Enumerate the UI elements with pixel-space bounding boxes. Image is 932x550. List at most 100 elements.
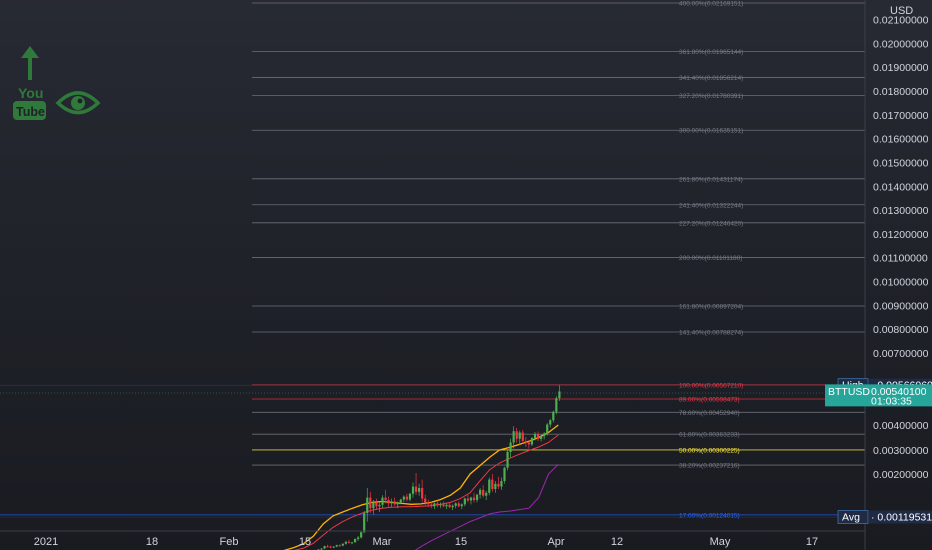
fib-level-label: 261.80%(0.01431174): [679, 176, 743, 183]
candle: [494, 481, 497, 493]
arrow-up-icon: [21, 46, 39, 80]
candle: [439, 502, 442, 509]
candle: [396, 501, 399, 509]
candle: [433, 502, 436, 510]
candle: [424, 494, 427, 506]
candle-body: [405, 496, 408, 500]
price-tag-countdown: 01:03:35: [871, 395, 912, 407]
candle-body: [472, 497, 476, 501]
price-tag-value: · 0.00119531: [871, 512, 932, 524]
candle-body: [494, 483, 497, 489]
candle-body: [381, 497, 384, 505]
price-tags: High· 0.00566060BTTUSD0.0054010001:03:35…: [0, 378, 932, 524]
candle: [363, 511, 366, 534]
candle-body: [460, 504, 463, 507]
candle: [366, 488, 369, 522]
candle: [418, 483, 421, 496]
candle: [375, 498, 378, 510]
candle: [543, 432, 546, 440]
candlesticks[interactable]: [0, 385, 561, 550]
candle-body: [497, 483, 500, 487]
candle: [405, 493, 408, 502]
y-tick-label: 0.00300000: [873, 445, 929, 457]
candle: [506, 450, 509, 471]
candle-body: [433, 503, 436, 507]
y-tick-label: 0.01300000: [873, 205, 929, 217]
candle: [341, 543, 344, 547]
candle-body: [344, 541, 347, 544]
candle: [414, 473, 418, 495]
fib-level-label: 341.40%(0.01856214): [679, 75, 743, 82]
candle: [360, 531, 363, 539]
candle-body: [442, 504, 445, 507]
candle-body: [369, 497, 372, 509]
x-tick-label: 2021: [34, 536, 58, 548]
candle-body: [396, 502, 399, 505]
candle: [323, 545, 326, 550]
candle: [442, 501, 445, 508]
candle: [530, 437, 534, 446]
candle: [457, 501, 460, 508]
candle: [378, 502, 381, 513]
price-tag-label: BTTUSD: [828, 386, 870, 398]
fib-level-label: 361.80%(0.01965144): [679, 49, 743, 56]
candle: [521, 430, 524, 444]
ma-slow-line: [293, 434, 559, 550]
candle-body: [372, 502, 375, 509]
fib-level-label: 327.20%(0.01780391): [679, 93, 743, 100]
price-tag-value-box: [869, 510, 932, 524]
fib-level-label: 161.80%(0.00897204): [679, 304, 743, 311]
y-tick-label: 0.01200000: [873, 229, 929, 241]
candle-body: [536, 434, 540, 439]
candle: [332, 546, 335, 549]
candle-body: [357, 537, 360, 539]
candle-body: [506, 451, 509, 468]
y-tick-label: 0.01000000: [873, 277, 929, 289]
y-tick-label: 0.01600000: [873, 134, 929, 146]
y-axis[interactable]: 0.02100000 0.02000000 0.01900000 0.01800000…: [873, 15, 929, 482]
candle-body: [360, 532, 363, 538]
candle: [338, 544, 341, 547]
candle-body: [546, 424, 549, 434]
candle: [344, 540, 347, 545]
candle-body: [509, 442, 512, 452]
candle: [555, 396, 558, 415]
candle: [411, 482, 415, 498]
candle-body: [552, 411, 555, 421]
y-tick-label: 0.01100000: [873, 253, 928, 265]
candle: [387, 496, 390, 508]
candle-body: [323, 546, 326, 549]
fib-level-label: 300.00%(0.01635151): [679, 128, 743, 135]
candle-body: [549, 420, 552, 425]
candle-body: [533, 434, 537, 438]
candle-body: [463, 498, 466, 505]
candle: [479, 488, 482, 499]
candle: [497, 476, 500, 489]
candle-body: [341, 543, 344, 546]
svg-text:You: You: [18, 85, 43, 101]
candle: [384, 489, 387, 504]
candle: [552, 410, 555, 423]
candle: [320, 548, 323, 550]
candle: [329, 545, 332, 549]
candle: [527, 440, 530, 449]
candle-body: [558, 391, 561, 399]
y-tick-label: 0.01900000: [873, 62, 929, 74]
candle-body: [454, 503, 457, 506]
candle: [335, 544, 338, 548]
candle-body: [335, 545, 338, 547]
candle-body: [387, 500, 390, 504]
fibonacci-extension[interactable]: 400.00%(0.02169151) 361.80%(0.01965144) 34…: [0, 1, 865, 550]
candle-body: [518, 432, 521, 439]
candle: [445, 503, 448, 510]
x-tick-label: 17: [806, 536, 818, 548]
candle-body: [482, 489, 485, 496]
candle-body: [445, 504, 448, 507]
x-axis[interactable]: 2021 18 Feb 15 Mar 15 Apr 12 May 17: [34, 536, 818, 548]
candle-body: [366, 497, 369, 513]
candle-body: [326, 546, 329, 548]
fib-level-label: 78.60%(0.00452940): [679, 410, 740, 417]
candle-body: [332, 546, 335, 548]
candle: [540, 434, 543, 442]
